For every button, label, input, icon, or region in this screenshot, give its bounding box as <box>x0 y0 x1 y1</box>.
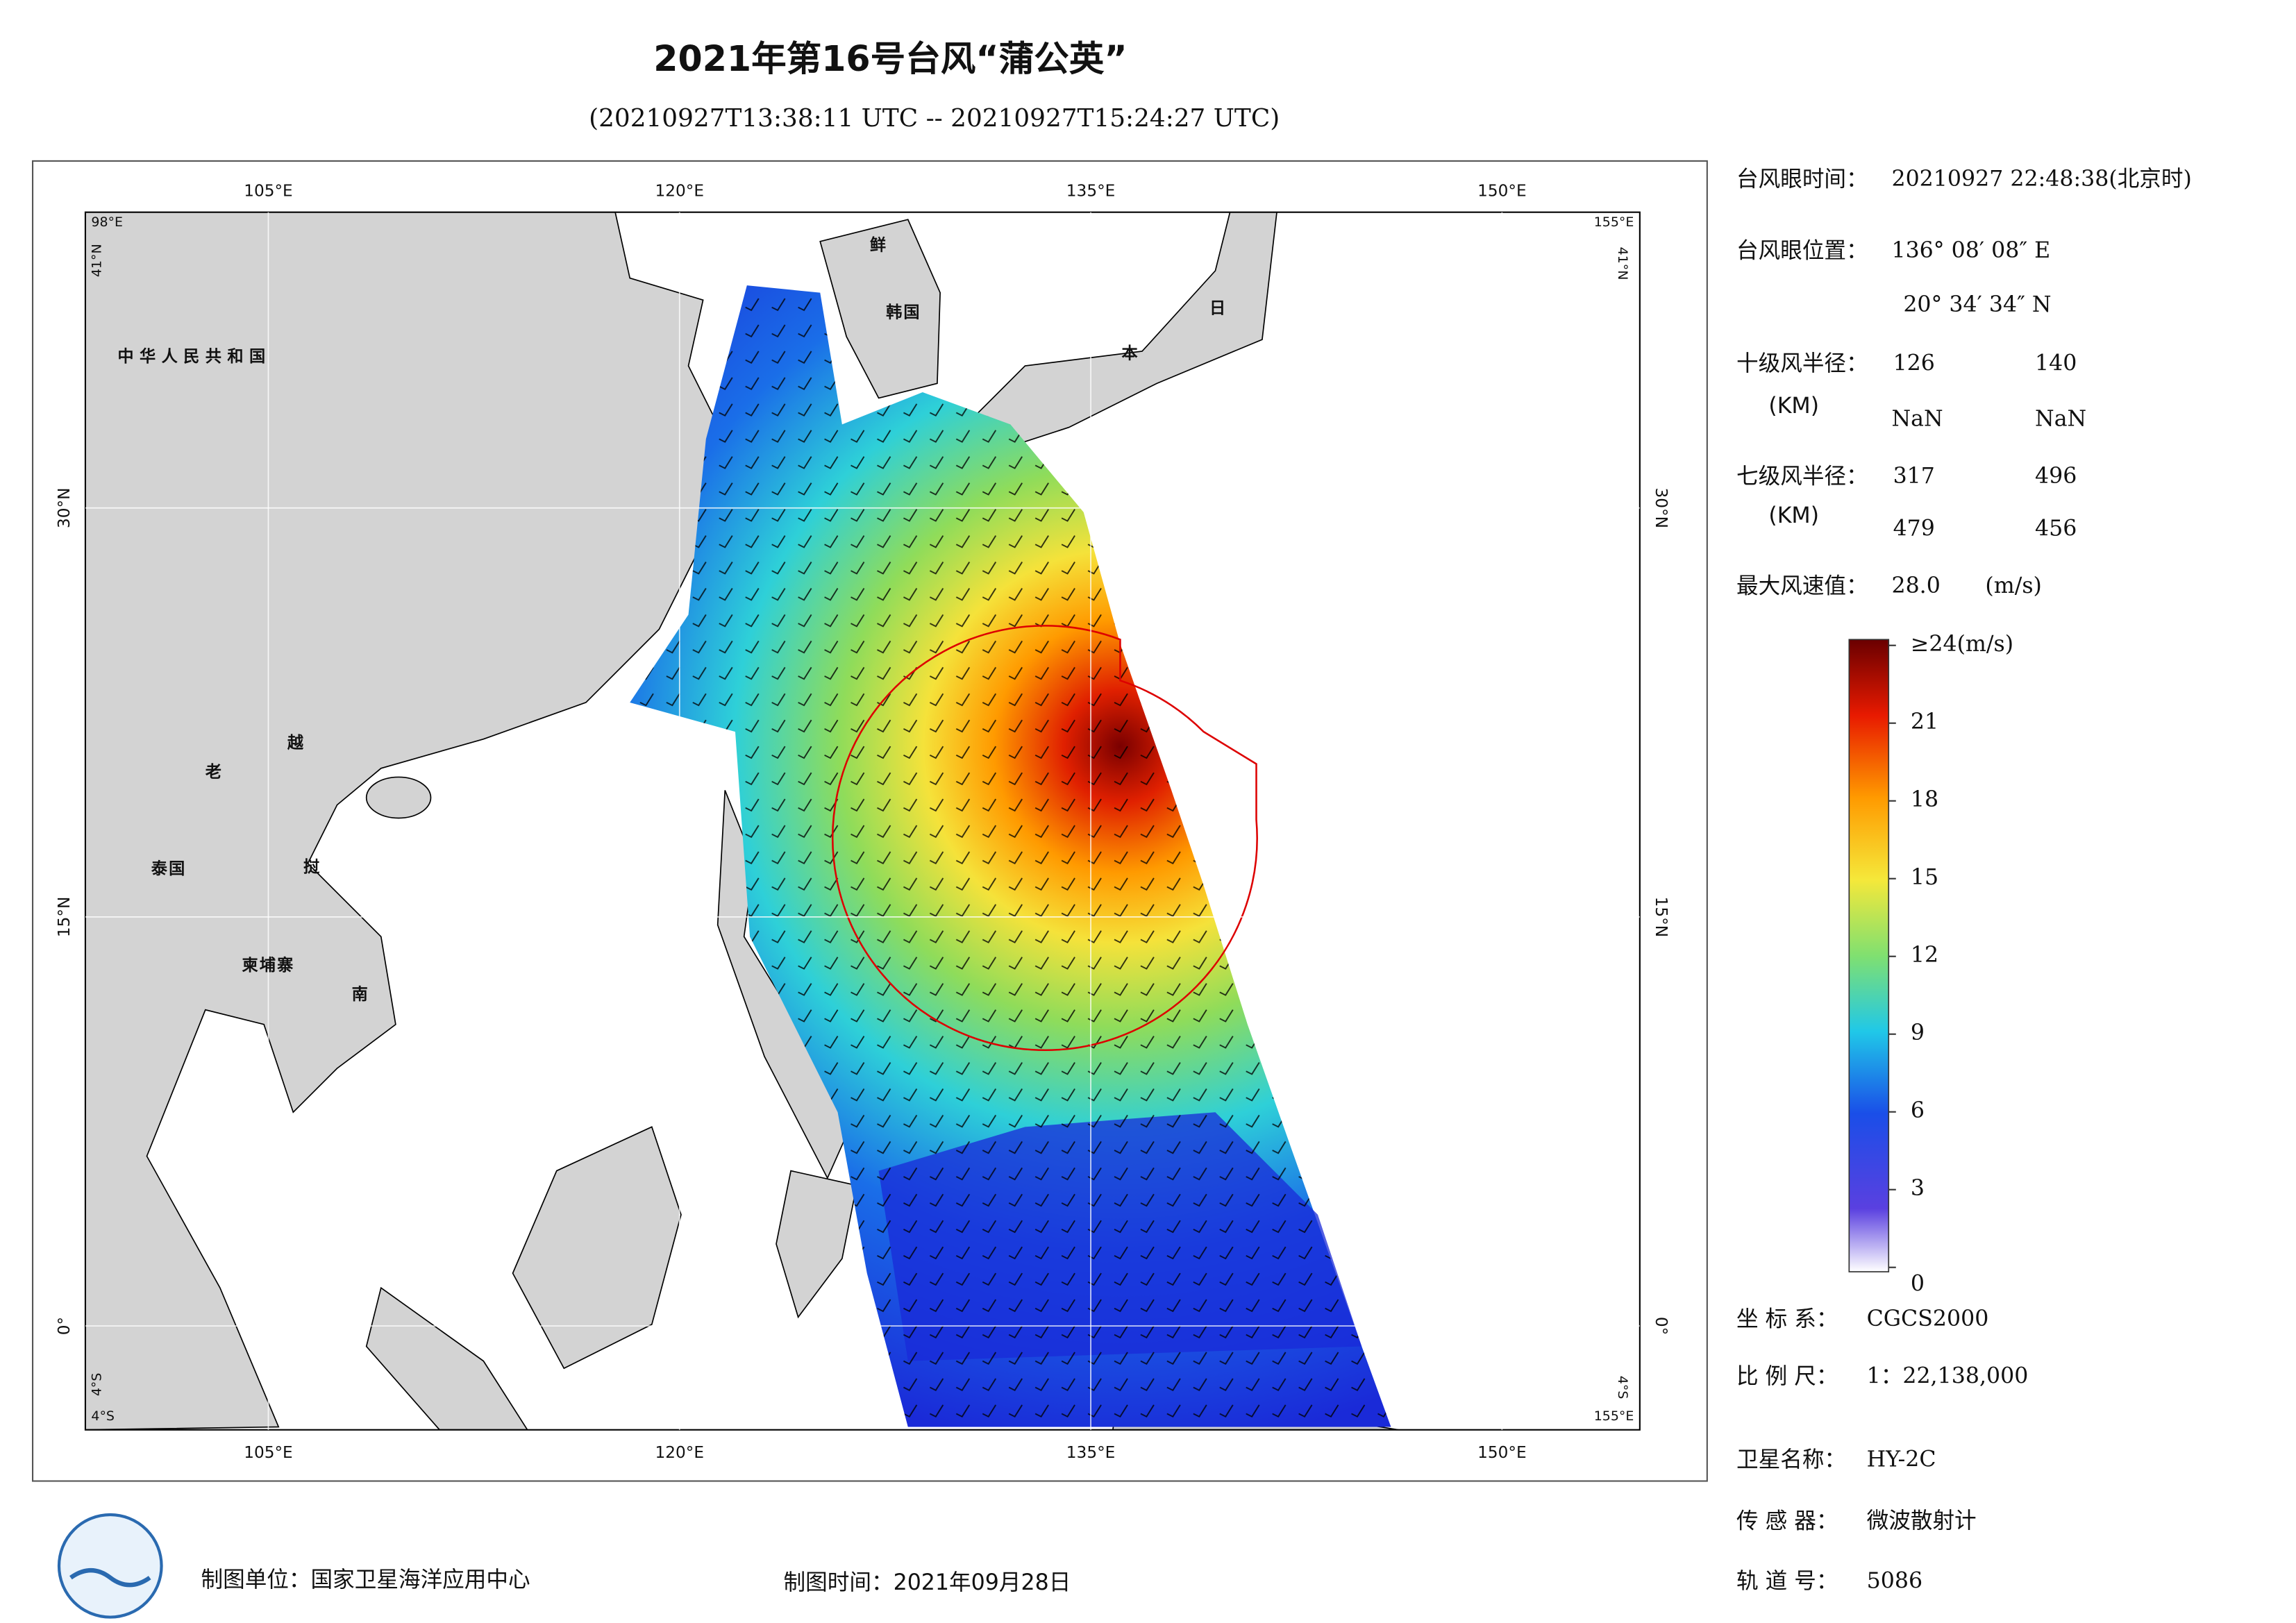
info-value: 456 <box>2035 516 2077 541</box>
colorbar-label: ≥24(m/s) <box>1911 632 2013 657</box>
place-label: 韩国 <box>886 303 921 322</box>
corner-label: 41°N <box>89 244 104 277</box>
subtitle: (20210927T13:38:11 UTC -- 20210927T15:24… <box>589 104 1280 133</box>
colorbar-label: 0 <box>1911 1272 1925 1297</box>
corner-label: 4°S <box>91 1408 115 1424</box>
place-label: 老 <box>205 763 223 782</box>
title: 2021年第16号台风“蒲公英” <box>653 38 1127 79</box>
corner-label: 4°S <box>1615 1376 1630 1399</box>
info-value: 28.0 <box>1891 573 1940 598</box>
corner-label: 4°S <box>89 1373 104 1397</box>
footer-unit: 制图单位：国家卫星海洋应用中心 <box>201 1567 530 1592</box>
lon-label: 105°E <box>244 182 293 201</box>
colorbar-label: 12 <box>1911 943 1938 968</box>
info-label: 十级风半径： <box>1736 351 1868 376</box>
lon-label: 105°E <box>244 1443 293 1462</box>
meta-value: 微波散射计 <box>1867 1508 1977 1533</box>
meta-label: 卫星名称： <box>1736 1447 1846 1472</box>
info-value: 20210927 22:48:38(北京时) <box>1891 167 2191 192</box>
colorbar <box>1848 639 1890 1272</box>
map-body <box>85 212 1640 1430</box>
colorbar-label: 18 <box>1911 787 1938 812</box>
colorbar-label: 6 <box>1911 1098 1925 1123</box>
colorbar-label: 15 <box>1911 865 1938 890</box>
lat-label: 30°N <box>55 488 74 528</box>
place-label: 柬埔寨 <box>242 956 295 975</box>
meta-value: 5086 <box>1867 1568 1922 1593</box>
corner-label: 155°E <box>1594 215 1634 230</box>
info-panel: 台风眼时间： 20210927 22:48:38(北京时) 台风眼位置： 136… <box>1736 167 2192 599</box>
lon-label: 150°E <box>1477 1443 1527 1462</box>
meta-value: HY-2C <box>1867 1447 1936 1472</box>
info-label: 最大风速值： <box>1736 573 1868 598</box>
map-frame <box>31 160 1708 1482</box>
meta-label: 传 感 器： <box>1736 1509 1838 1534</box>
lat-label: 15°N <box>55 897 74 937</box>
colorbar-label: 21 <box>1911 709 1938 734</box>
info-value: 140 <box>2035 351 2077 376</box>
corner-label: 98°E <box>91 215 123 230</box>
info-label: 台风眼位置： <box>1736 239 1868 264</box>
meta-value: CGCS2000 <box>1867 1306 1989 1331</box>
lat-label: 30°N <box>1652 488 1670 528</box>
place-label: 鲜 <box>870 236 887 255</box>
info-value: 317 <box>1893 464 1935 489</box>
info-unit: (m/s) <box>1985 573 2042 598</box>
place-label: 中华人民共和国 <box>117 347 271 366</box>
place-label: 泰国 <box>151 859 187 878</box>
meta-label: 比 例 尺： <box>1736 1364 1838 1389</box>
land <box>85 212 1399 1430</box>
meta-label: 坐 标 系： <box>1736 1307 1838 1332</box>
place-label: 本 <box>1122 344 1139 363</box>
info-value: NaN <box>2035 407 2086 432</box>
wind-radius <box>832 625 1258 1052</box>
colorbar-label: 3 <box>1911 1176 1925 1201</box>
lon-label: 135°E <box>1066 182 1116 201</box>
info-label: 七级风半径： <box>1736 464 1868 489</box>
info-unit: (KM) <box>1768 503 1819 528</box>
lon-label: 120°E <box>655 1443 705 1462</box>
lon-label: 150°E <box>1477 182 1527 201</box>
info-value: NaN <box>1891 407 1943 432</box>
wind-barbs <box>630 285 1391 1427</box>
logo <box>57 1513 163 1619</box>
place-label: 挝 <box>303 858 321 877</box>
footer-time: 制图时间：2021年09月28日 <box>784 1570 1071 1595</box>
place-label: 南 <box>352 985 369 1004</box>
info-value: 126 <box>1893 351 1935 376</box>
info-value: 136° 08′ 08″ E <box>1891 238 2050 263</box>
lat-label: 15°N <box>1652 897 1670 937</box>
lat-label: 0° <box>55 1317 74 1335</box>
meta-label: 轨 道 号： <box>1736 1569 1838 1594</box>
lat-label: 0° <box>1652 1317 1670 1335</box>
meta-value: 1：22,138,000 <box>1867 1363 2029 1388</box>
info-label: 台风眼时间： <box>1736 167 1868 192</box>
colorbar-label: 9 <box>1911 1020 1925 1045</box>
place-label: 越 <box>287 733 305 752</box>
info-value: 496 <box>2035 464 2077 489</box>
place-label: 日 <box>1209 298 1227 317</box>
corner-label: 155°E <box>1594 1408 1634 1424</box>
info-value: 20° 34′ 34″ N <box>1903 292 2051 317</box>
map-border <box>84 211 1641 1431</box>
lon-label: 135°E <box>1066 1443 1116 1462</box>
info-value: 479 <box>1893 516 1935 541</box>
corner-label: 41°N <box>1615 247 1630 280</box>
info-unit: (KM) <box>1768 394 1819 419</box>
lon-label: 120°E <box>655 182 705 201</box>
